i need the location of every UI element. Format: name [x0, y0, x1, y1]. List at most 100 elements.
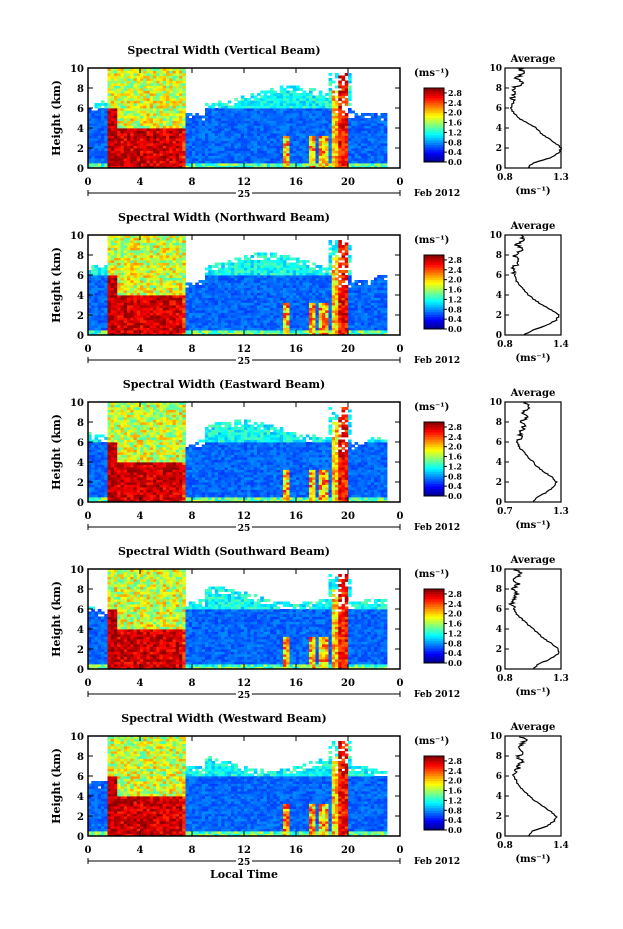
heatmap-cell: [123, 163, 128, 166]
heatmap-cell: [351, 160, 355, 164]
heatmap-cell: [208, 310, 212, 313]
heatmap-cell: [260, 327, 264, 331]
heatmap-cell: [166, 138, 170, 141]
heatmap-cell: [127, 80, 131, 84]
heatmap-cell: [123, 302, 128, 306]
heatmap-cell: [305, 108, 310, 111]
heatmap-cell: [136, 257, 141, 261]
heatmap-cell: [289, 120, 294, 124]
heatmap-cell: [331, 153, 336, 156]
heatmap-cell: [205, 153, 209, 156]
heatmap-cell: [214, 108, 219, 111]
heatmap-cell: [266, 295, 271, 298]
heatmap-cell: [107, 140, 112, 144]
heatmap-cell: [136, 260, 141, 263]
heatmap-cell: [263, 257, 268, 261]
heatmap-cell: [127, 305, 131, 308]
heatmap-cell: [289, 275, 294, 278]
heatmap-cell: [114, 110, 118, 114]
heatmap-cell: [107, 237, 112, 241]
heatmap-cell: [240, 285, 245, 288]
heatmap-cell: [175, 317, 180, 321]
heatmap-cell: [211, 153, 216, 156]
heatmap-cell: [266, 130, 271, 134]
heatmap-cell: [169, 287, 173, 291]
heatmap-cell: [143, 255, 147, 258]
heatmap-cell: [146, 277, 151, 281]
heatmap-cell: [169, 325, 173, 328]
heatmap-cell: [322, 163, 326, 166]
heatmap-cell: [283, 317, 287, 321]
heatmap-cell: [276, 290, 281, 293]
heatmap-cell: [136, 320, 141, 323]
heatmap-cell: [224, 140, 229, 144]
heatmap-cell: [283, 103, 287, 106]
heatmap-cell: [153, 110, 157, 114]
heatmap-cell: [237, 295, 242, 298]
heatmap-cell: [263, 255, 268, 258]
heatmap-cell: [120, 155, 125, 159]
heatmap-cell: [341, 140, 346, 144]
heatmap-cell: [120, 252, 125, 256]
heatmap-cell: [224, 302, 229, 306]
heatmap-cell: [127, 93, 131, 96]
heatmap-cell: [172, 135, 177, 139]
heatmap-cell: [338, 123, 342, 126]
heatmap-cell: [289, 115, 294, 119]
heatmap-cell: [143, 330, 147, 333]
heatmap-cell: [208, 282, 212, 286]
heatmap-cell: [179, 292, 183, 296]
heatmap-cell: [146, 295, 151, 298]
heatmap-cell: [153, 133, 157, 136]
heatmap-cell: [188, 150, 193, 154]
heatmap-cell: [237, 123, 242, 126]
heatmap-cell: [370, 128, 375, 131]
heatmap-cell: [227, 158, 232, 161]
heatmap-cell: [260, 165, 264, 169]
heatmap-cell: [338, 145, 342, 149]
heatmap-cell: [198, 163, 203, 166]
heatmap-cell: [146, 255, 151, 258]
heatmap-cell: [172, 322, 177, 326]
heatmap-cell: [335, 143, 339, 146]
heatmap-cell: [182, 95, 186, 99]
heatmap-cell: [370, 120, 375, 124]
heatmap-cell: [227, 305, 232, 308]
heatmap-cell: [188, 143, 193, 146]
heatmap-cell: [188, 310, 193, 313]
heatmap-cell: [273, 260, 277, 263]
heatmap-cell: [162, 302, 167, 306]
heatmap-cell: [211, 160, 216, 164]
heatmap-cell: [156, 78, 160, 81]
heatmap-cell: [159, 125, 164, 129]
heatmap-cell: [276, 312, 281, 316]
heatmap-cell: [309, 145, 313, 149]
heatmap-cell: [348, 110, 352, 114]
heatmap-cell: [253, 115, 258, 119]
heatmap-cell: [257, 322, 261, 326]
heatmap-cell: [270, 322, 274, 326]
heatmap-cell: [266, 275, 271, 278]
heatmap-cell: [114, 300, 118, 303]
heatmap-cell: [166, 330, 170, 333]
heatmap-cell: [328, 83, 333, 86]
heatmap-cell: [146, 103, 151, 106]
heatmap-cell: [156, 150, 160, 154]
heatmap-cell: [198, 280, 203, 283]
heatmap-cell: [153, 98, 157, 101]
heatmap-cell: [224, 290, 229, 293]
heatmap-cell: [127, 242, 131, 246]
heatmap-cell: [97, 160, 102, 164]
heatmap-cell: [172, 130, 177, 134]
heatmap-cell: [351, 153, 355, 156]
heatmap-cell: [279, 163, 284, 166]
heatmap-cell: [140, 282, 144, 286]
heatmap-cell: [279, 300, 284, 303]
heatmap-cell: [101, 153, 105, 156]
heatmap-cell: [289, 110, 294, 114]
heatmap-cell: [250, 255, 255, 258]
heatmap-cell: [166, 90, 170, 94]
heatmap-cell: [114, 287, 118, 291]
heatmap-cell: [214, 320, 219, 323]
heatmap-cell: [214, 315, 219, 318]
